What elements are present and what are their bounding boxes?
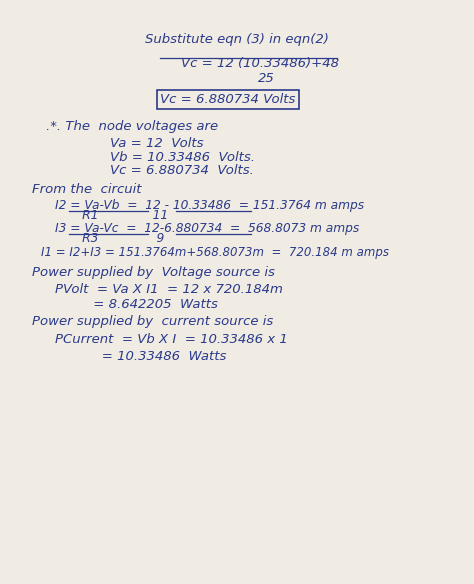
Text: Vc = 6.880734 Volts: Vc = 6.880734 Volts	[160, 93, 296, 106]
Text: Power supplied by  Voltage source is: Power supplied by Voltage source is	[32, 266, 275, 279]
Text: Va = 12  Volts: Va = 12 Volts	[109, 137, 203, 151]
Text: .*. The  node voltages are: .*. The node voltages are	[46, 120, 218, 133]
Text: Vc = 12 (10.33486)+48: Vc = 12 (10.33486)+48	[181, 57, 339, 69]
Text: I3 = Va-Vc  =  12-6.880734  =  568.8073 m amps: I3 = Va-Vc = 12-6.880734 = 568.8073 m am…	[55, 221, 359, 235]
Text: Power supplied by  current source is: Power supplied by current source is	[32, 315, 273, 328]
Text: Substitute eqn (3) in eqn(2): Substitute eqn (3) in eqn(2)	[145, 33, 329, 46]
Text: R1              11: R1 11	[55, 208, 168, 222]
Text: 25: 25	[258, 72, 275, 85]
Text: From the  circuit: From the circuit	[32, 183, 142, 196]
Text: = 8.642205  Watts: = 8.642205 Watts	[55, 298, 218, 311]
Text: I2 = Va-Vb  =  12 - 10.33486  = 151.3764 m amps: I2 = Va-Vb = 12 - 10.33486 = 151.3764 m …	[55, 199, 364, 211]
Text: I1 = I2+I3 = 151.3764m+568.8073m  =  720.184 m amps: I1 = I2+I3 = 151.3764m+568.8073m = 720.1…	[41, 246, 389, 259]
Text: R3               9: R3 9	[55, 232, 164, 245]
Text: = 10.33486  Watts: = 10.33486 Watts	[55, 350, 227, 363]
Text: Vb = 10.33486  Volts.: Vb = 10.33486 Volts.	[109, 151, 255, 164]
Text: Vc = 6.880734  Volts.: Vc = 6.880734 Volts.	[109, 165, 254, 178]
Text: PVolt  = Va X I1  = 12 x 720.184m: PVolt = Va X I1 = 12 x 720.184m	[55, 283, 283, 296]
Text: PCurrent  = Vb X I  = 10.33486 x 1: PCurrent = Vb X I = 10.33486 x 1	[55, 333, 288, 346]
